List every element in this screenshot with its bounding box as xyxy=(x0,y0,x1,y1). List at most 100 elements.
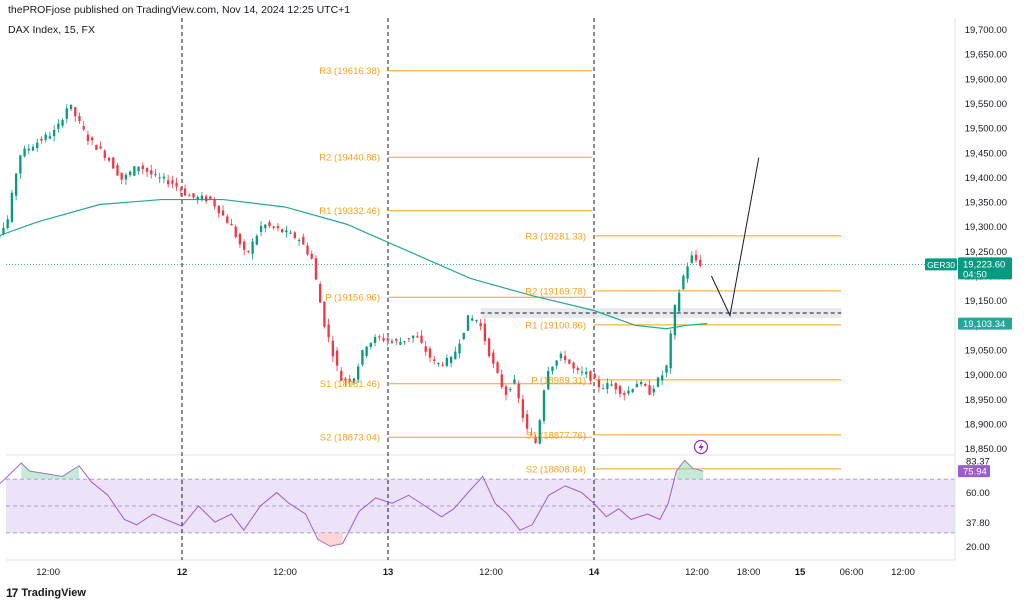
tradingview-brand: TradingView xyxy=(21,587,86,599)
candle-body xyxy=(644,384,647,386)
candle-body xyxy=(154,174,157,176)
rsi-overbought-fill xyxy=(21,463,79,480)
candle-body xyxy=(424,346,427,352)
time-tick-label: 12:00 xyxy=(685,567,709,578)
candle-body xyxy=(382,338,385,341)
candle-body xyxy=(437,362,440,365)
candle-body xyxy=(137,166,140,172)
candle-body xyxy=(99,146,102,149)
time-tick-label: 12:00 xyxy=(891,567,915,578)
candle-body xyxy=(44,134,47,140)
candle-body xyxy=(623,393,626,396)
candle-body xyxy=(441,364,444,366)
candle-body xyxy=(428,348,432,358)
candle-body xyxy=(458,343,461,354)
candle-body xyxy=(677,292,681,312)
candle-body xyxy=(665,365,668,373)
candle-body xyxy=(183,188,187,196)
candle-body xyxy=(568,359,571,364)
tradingview-footer: 17 TradingView xyxy=(6,586,86,600)
pivot-label: S2 (18808.84) xyxy=(526,464,586,475)
candle-body xyxy=(162,176,166,179)
last-price-value: 19,223.60 xyxy=(963,259,1005,270)
candle-body xyxy=(433,359,436,362)
candle-body xyxy=(14,173,18,196)
candle-body xyxy=(78,116,81,122)
pivot-label: P (19156.96) xyxy=(325,293,380,304)
time-tick-label: 06:00 xyxy=(840,567,864,578)
candle-body xyxy=(2,227,5,235)
candle-body xyxy=(255,235,258,245)
rsi-value-text: 75.94 xyxy=(963,467,987,478)
candle-body xyxy=(276,226,280,229)
candle-body xyxy=(179,189,182,191)
price-tick-label: 19,150.00 xyxy=(965,296,1007,307)
candle-body xyxy=(373,336,377,343)
candle-body xyxy=(69,104,73,110)
price-tick-label: 19,450.00 xyxy=(965,148,1007,159)
candle-body xyxy=(365,346,368,356)
candle-body xyxy=(61,120,64,126)
pivot-label: S2 (18873.04) xyxy=(320,433,380,444)
rsi-band xyxy=(6,479,955,533)
candle-body xyxy=(407,338,411,340)
candle-body xyxy=(530,433,533,435)
candle-body xyxy=(213,199,216,207)
price-tick-label: 19,000.00 xyxy=(965,370,1007,381)
candle-body xyxy=(259,225,263,232)
candle-body xyxy=(19,155,22,174)
last-price-badge xyxy=(958,257,1012,280)
candle-body xyxy=(238,233,242,245)
candle-body xyxy=(445,357,449,366)
candle-body xyxy=(82,126,85,130)
candle-body xyxy=(614,383,617,390)
candle-body xyxy=(289,232,292,234)
candle-body xyxy=(48,136,52,139)
candle-body xyxy=(500,374,503,388)
candle-body xyxy=(686,266,689,279)
candle-body xyxy=(335,350,339,366)
candle-body xyxy=(403,341,406,343)
candle-body xyxy=(639,382,643,385)
candle-body xyxy=(559,353,563,359)
rsi-oversold-fill xyxy=(317,532,343,547)
candle-body xyxy=(682,275,685,290)
candle-body xyxy=(357,366,360,380)
candle-body xyxy=(200,195,204,200)
candle-body xyxy=(513,379,516,384)
candle-body xyxy=(390,341,394,343)
candle-body xyxy=(175,182,178,187)
candle-body xyxy=(242,241,246,250)
candle-body xyxy=(610,384,613,386)
candle-body xyxy=(563,355,567,361)
rsi-value-badge xyxy=(958,465,990,478)
rsi-line xyxy=(0,459,704,547)
symbol-title: DAX Index, 15, FX xyxy=(8,24,95,36)
candle-body xyxy=(188,195,191,197)
candle-body xyxy=(192,193,195,198)
candle-body xyxy=(302,236,305,245)
lightning-icon[interactable] xyxy=(693,439,709,455)
pivot-label: S1 (18877.76) xyxy=(526,430,586,441)
candle-body xyxy=(504,386,508,395)
candle-body xyxy=(133,166,136,176)
rsi-tick-label: 83.37 xyxy=(966,457,990,468)
price-tick-label: 19,700.00 xyxy=(965,25,1007,36)
candle-body xyxy=(230,223,233,226)
candle-body xyxy=(10,192,14,222)
candle-body xyxy=(272,226,275,228)
price-tick-label: 19,050.00 xyxy=(965,345,1007,356)
candle-body xyxy=(234,226,237,238)
candle-body xyxy=(196,196,199,200)
candle-body xyxy=(589,370,592,381)
candle-body xyxy=(416,336,419,338)
candle-body xyxy=(264,224,267,229)
ema-line xyxy=(0,198,708,330)
candle-body xyxy=(226,216,229,224)
candle-body xyxy=(6,219,9,229)
candle-body xyxy=(492,352,495,364)
candle-body xyxy=(378,336,381,338)
lightning-icon-bolt xyxy=(698,442,704,452)
candle-body xyxy=(593,373,596,379)
